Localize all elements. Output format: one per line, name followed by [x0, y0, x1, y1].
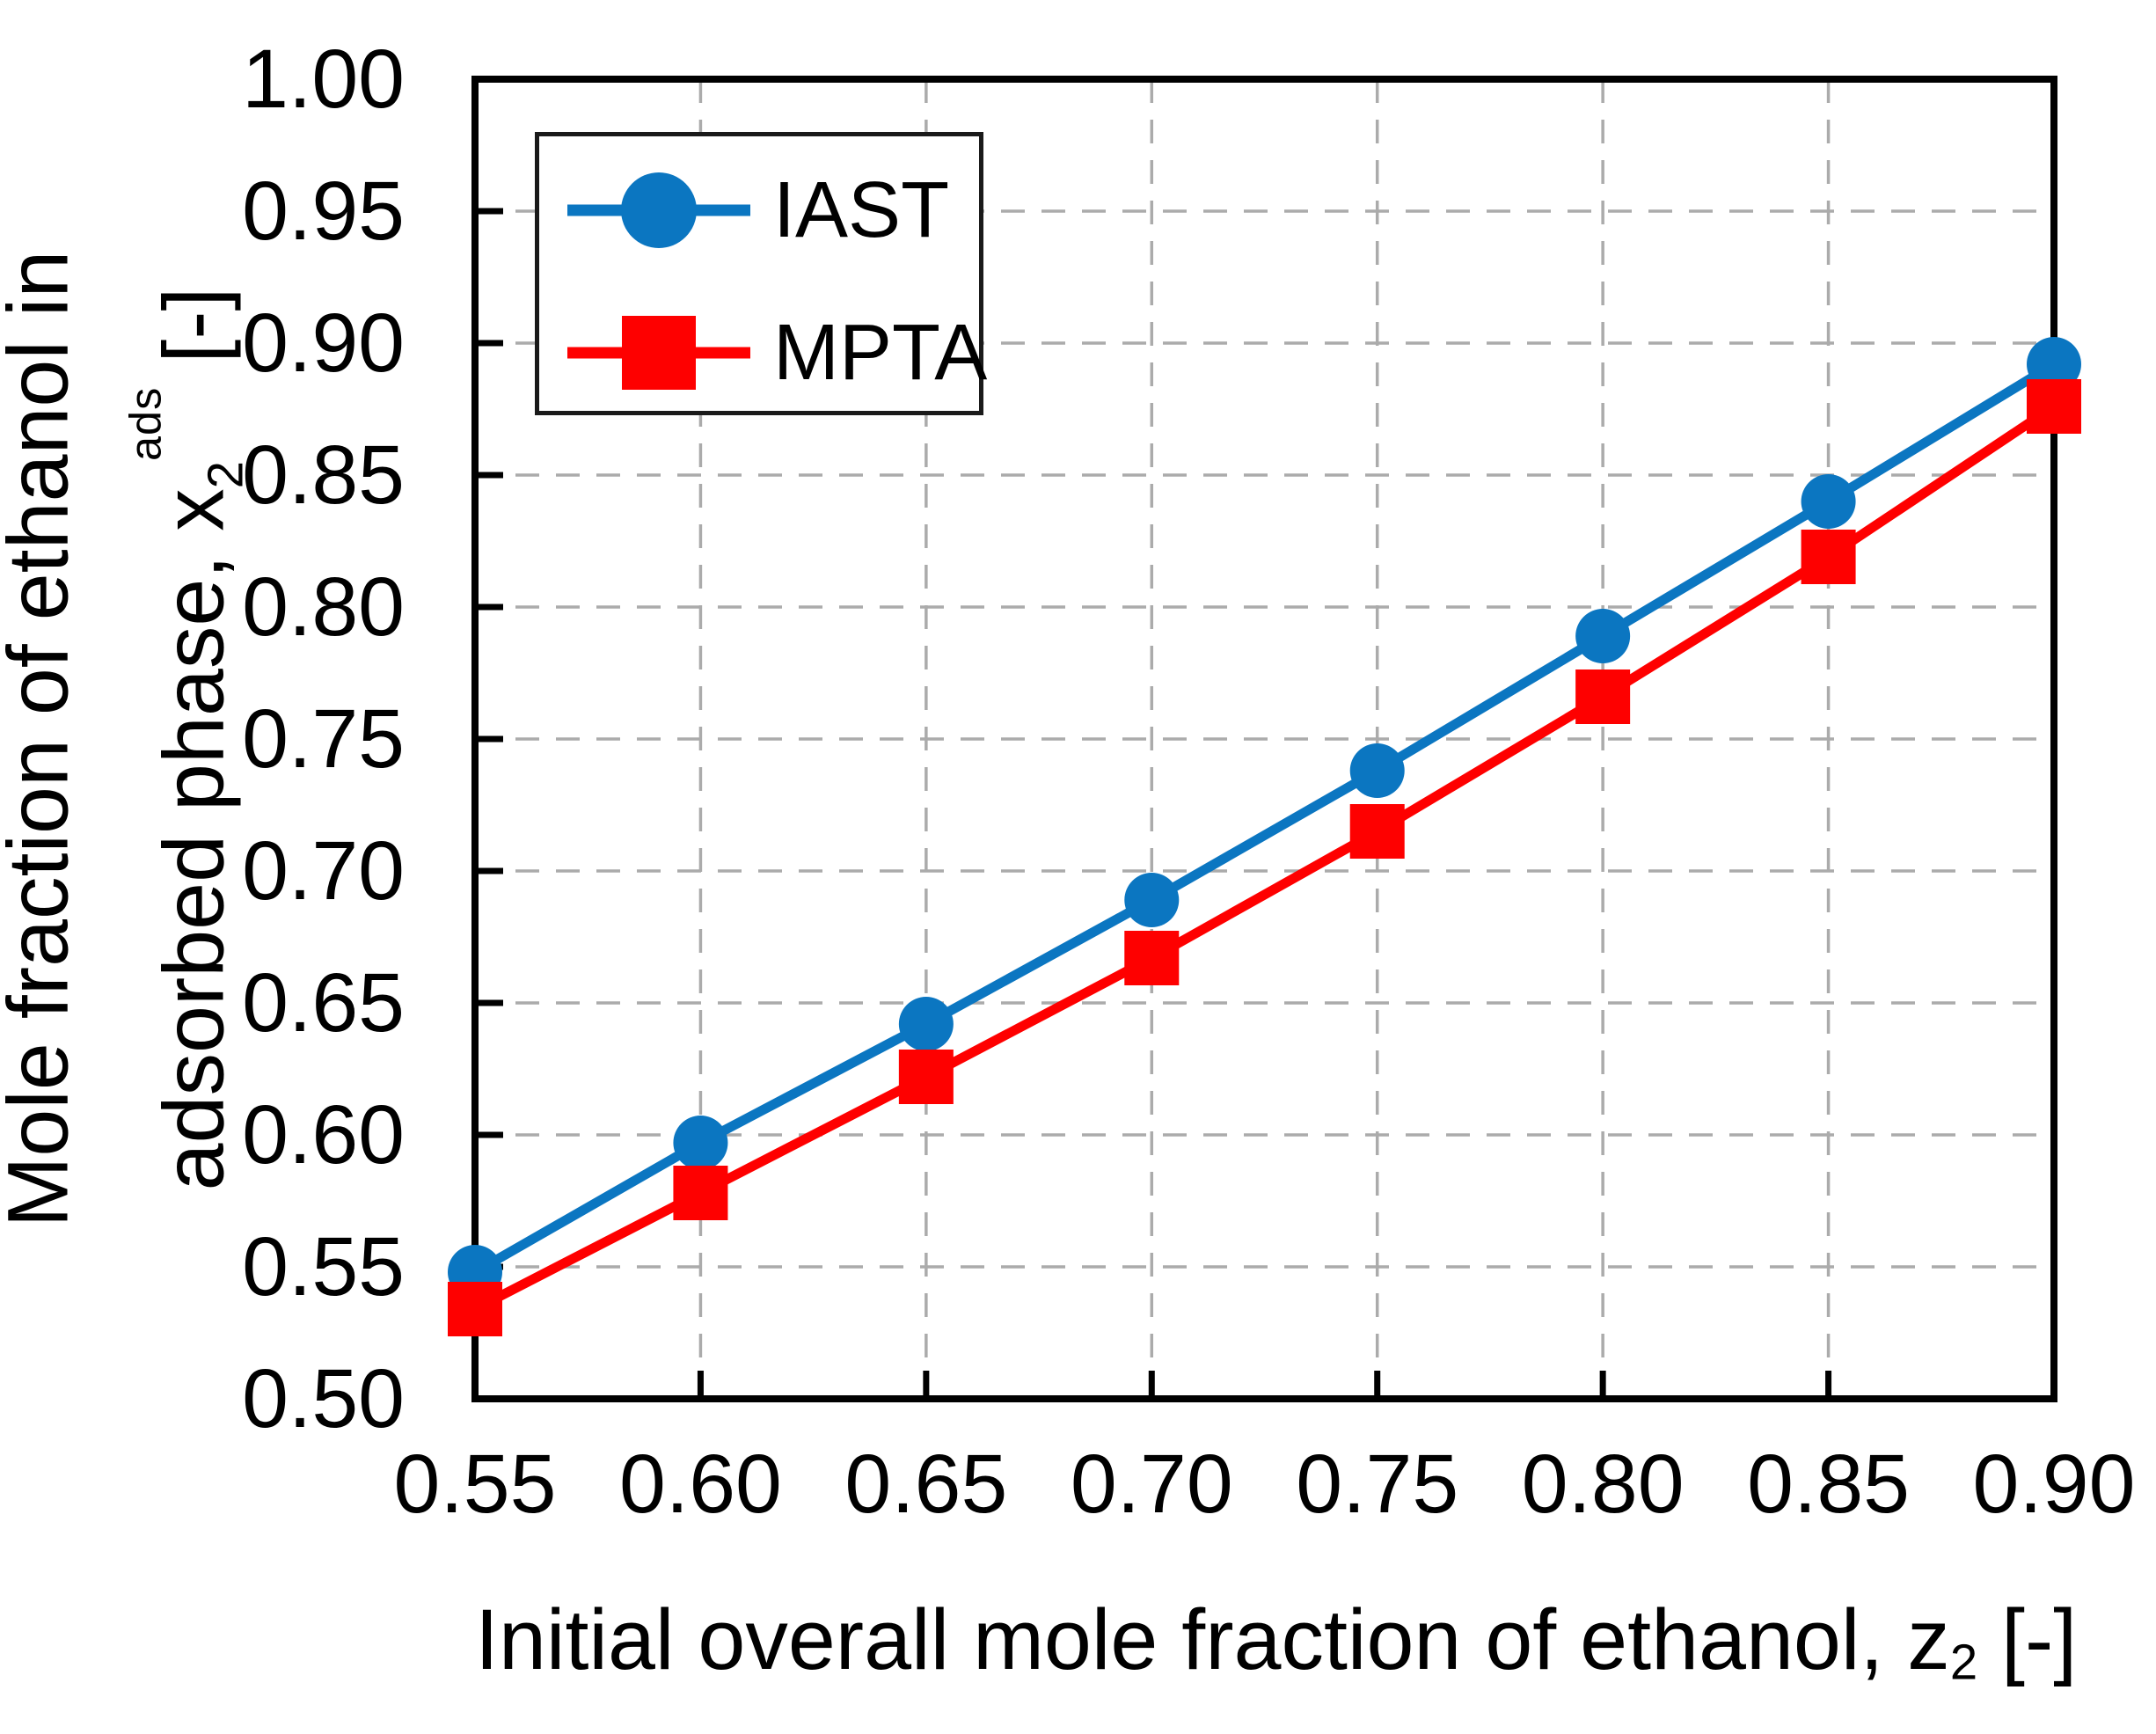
data-point-mpta: [1349, 804, 1405, 859]
legend-marker-mpta-square-icon: [567, 316, 750, 390]
y-tick-label: 0.65: [242, 956, 405, 1050]
y-tick-label: 0.60: [242, 1088, 405, 1182]
data-point-mpta: [1575, 669, 1631, 724]
x-tick-label: 0.55: [393, 1438, 557, 1531]
legend-item-iast: IAST: [567, 170, 979, 251]
y-tick-label: 0.50: [242, 1352, 405, 1445]
data-point-mpta: [673, 1166, 728, 1220]
data-point-iast: [673, 1116, 728, 1170]
data-point-mpta: [1124, 931, 1180, 985]
data-point-mpta: [1801, 530, 1856, 584]
x-tick-label: 0.65: [844, 1438, 1008, 1531]
x-tick-label: 0.80: [1521, 1438, 1685, 1531]
y-tick-label: 0.55: [242, 1220, 405, 1313]
data-point-iast: [1801, 474, 1856, 529]
y-tick-label: 0.75: [242, 692, 405, 786]
x-tick-label: 0.85: [1747, 1438, 1911, 1531]
data-point-iast: [1349, 743, 1405, 798]
series-line-mpta: [472, 402, 2057, 1313]
data-point-mpta: [2027, 379, 2081, 434]
legend: IAST MPTA: [535, 132, 987, 415]
x-tick-label: 0.90: [1972, 1438, 2136, 1531]
x-axis-subscript: 2: [1949, 1634, 1978, 1690]
y-tick-label: 0.85: [242, 428, 405, 522]
y-tick-label: 0.95: [242, 165, 405, 258]
plot-area: [448, 76, 2081, 1402]
data-point-iast: [1124, 873, 1180, 927]
data-point-iast: [2027, 337, 2081, 391]
x-tick-label: 0.70: [1070, 1438, 1233, 1531]
y-axis-superscript: ads: [120, 386, 171, 462]
y-tick-label: 0.80: [242, 560, 405, 654]
data-point-iast: [1575, 609, 1631, 663]
data-point-mpta: [898, 1050, 954, 1104]
y-tick-label: 1.00: [242, 33, 405, 126]
legend-label-mpta: MPTA: [773, 309, 988, 397]
legend-item-mpta: MPTA: [567, 312, 987, 393]
legend-marker-iast-circle-icon: [567, 172, 750, 248]
series-line-iast: [472, 360, 2057, 1277]
y-axis-title: Mole fraction of ethanol in adsorbed pha…: [0, 0, 279, 1496]
plot-frame: [471, 76, 2057, 1402]
x-axis-title: Initial overall mole fraction of ethanol…: [475, 1591, 2078, 1690]
data-point-mpta: [448, 1282, 502, 1336]
y-tick-label: 0.90: [242, 296, 405, 390]
data-point-iast: [898, 997, 954, 1051]
y-axis-title-line1: Mole fraction of ethanol in: [0, 250, 86, 1228]
y-tick-label: 0.70: [242, 824, 405, 918]
legend-label-iast: IAST: [773, 166, 950, 254]
x-tick-label: 0.75: [1296, 1438, 1459, 1531]
x-tick-label: 0.60: [618, 1438, 782, 1531]
